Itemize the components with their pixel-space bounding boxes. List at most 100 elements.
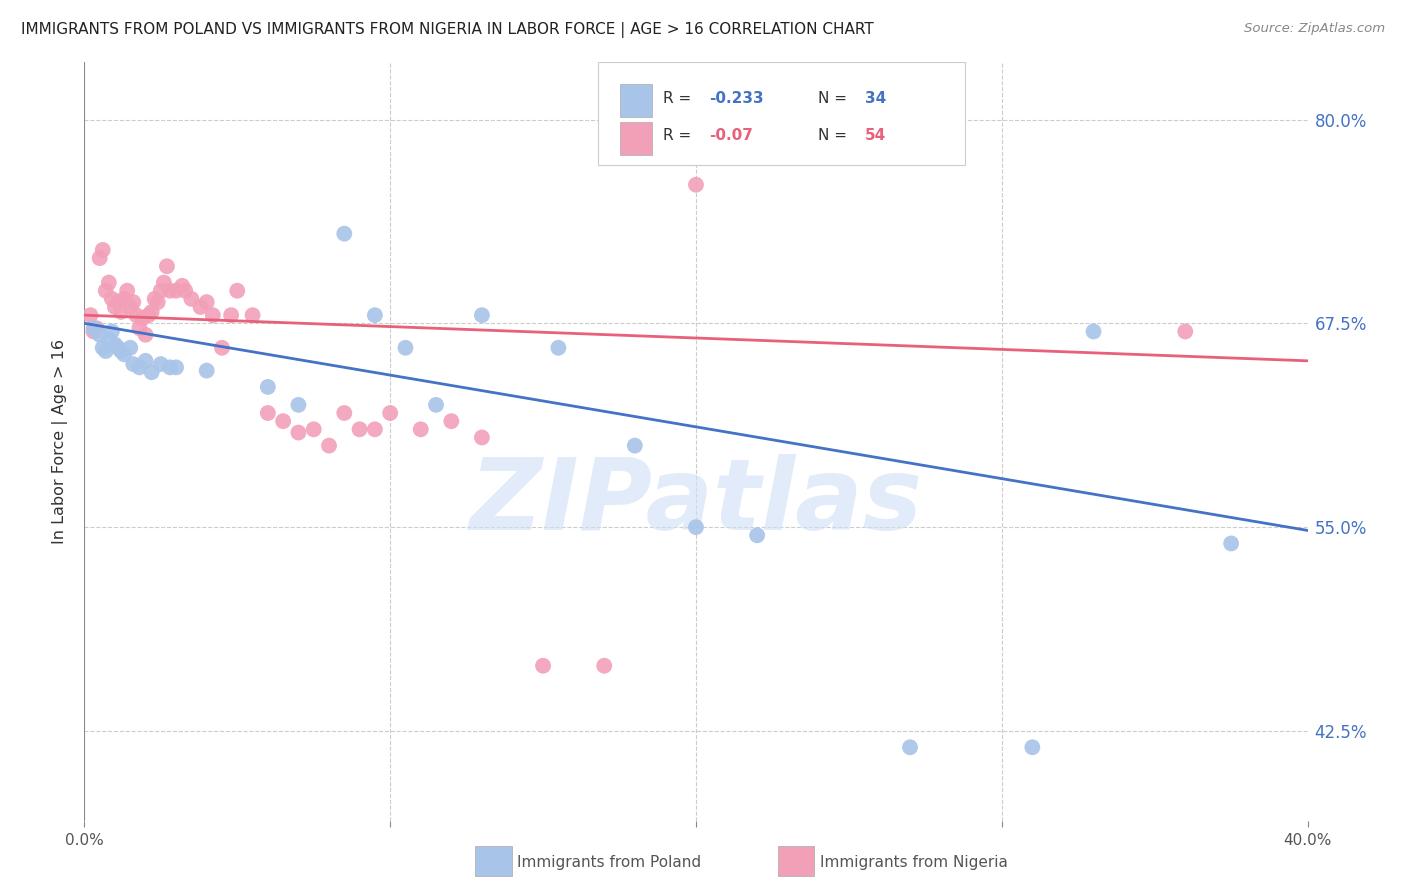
Text: N =: N = xyxy=(818,91,852,105)
Text: IMMIGRANTS FROM POLAND VS IMMIGRANTS FROM NIGERIA IN LABOR FORCE | AGE > 16 CORR: IMMIGRANTS FROM POLAND VS IMMIGRANTS FRO… xyxy=(21,22,875,38)
Point xyxy=(94,344,117,359)
Point xyxy=(624,439,647,453)
Text: Immigrants from Nigeria: Immigrants from Nigeria xyxy=(820,855,1008,870)
Point xyxy=(128,321,150,335)
Point xyxy=(257,406,280,420)
Text: Source: ZipAtlas.com: Source: ZipAtlas.com xyxy=(1244,22,1385,36)
Point xyxy=(131,311,153,326)
Point xyxy=(287,398,309,412)
Point xyxy=(174,284,197,298)
Text: Immigrants from Poland: Immigrants from Poland xyxy=(517,855,702,870)
Point xyxy=(302,422,325,436)
Point xyxy=(425,398,447,412)
Point xyxy=(318,439,340,453)
Point xyxy=(165,284,187,298)
Point xyxy=(128,360,150,375)
Point xyxy=(380,406,402,420)
Point xyxy=(333,227,356,241)
Point xyxy=(159,284,181,298)
Point xyxy=(135,354,157,368)
Point xyxy=(1220,536,1243,550)
Point xyxy=(747,528,769,542)
Point xyxy=(471,308,494,322)
FancyBboxPatch shape xyxy=(620,121,652,155)
Point xyxy=(394,341,416,355)
Point xyxy=(685,520,707,534)
Point xyxy=(242,308,264,322)
Text: R =: R = xyxy=(664,128,696,144)
Point xyxy=(97,276,120,290)
Point xyxy=(349,422,371,436)
Point xyxy=(86,321,108,335)
Point xyxy=(364,308,387,322)
Point xyxy=(89,327,111,342)
Point xyxy=(1021,740,1043,755)
Point xyxy=(201,308,224,322)
Point xyxy=(195,363,218,377)
Point xyxy=(156,259,179,273)
Text: -0.07: -0.07 xyxy=(710,128,754,144)
Point xyxy=(271,414,294,428)
Point xyxy=(91,341,114,355)
Point xyxy=(110,305,132,319)
Point xyxy=(219,308,242,322)
Point xyxy=(91,243,114,257)
Text: N =: N = xyxy=(818,128,852,144)
Point xyxy=(122,295,145,310)
Point xyxy=(153,276,176,290)
Text: R =: R = xyxy=(664,91,696,105)
Point xyxy=(547,341,569,355)
Point xyxy=(104,300,127,314)
Point xyxy=(159,360,181,375)
Text: 54: 54 xyxy=(865,128,886,144)
Point xyxy=(83,325,105,339)
Point xyxy=(1083,325,1105,339)
Point xyxy=(211,341,233,355)
Point xyxy=(898,740,921,755)
FancyBboxPatch shape xyxy=(620,84,652,117)
Point xyxy=(593,658,616,673)
Point xyxy=(1174,325,1197,339)
Y-axis label: In Labor Force | Age > 16: In Labor Force | Age > 16 xyxy=(52,339,69,544)
Point xyxy=(195,295,218,310)
Point xyxy=(531,658,554,673)
Point xyxy=(107,341,129,355)
Point xyxy=(120,341,142,355)
Point xyxy=(83,321,105,335)
Point xyxy=(409,422,432,436)
Point xyxy=(107,295,129,310)
Text: 34: 34 xyxy=(865,91,886,105)
Point xyxy=(138,308,160,322)
Point xyxy=(104,337,127,351)
Point xyxy=(89,251,111,265)
Point xyxy=(180,292,202,306)
Point xyxy=(149,284,172,298)
Point xyxy=(226,284,249,298)
Point xyxy=(101,292,124,306)
FancyBboxPatch shape xyxy=(598,62,965,165)
Point xyxy=(112,347,135,361)
Point xyxy=(94,284,117,298)
Point xyxy=(122,357,145,371)
Point xyxy=(79,308,101,322)
Point xyxy=(364,422,387,436)
Point xyxy=(141,305,163,319)
Point xyxy=(146,295,169,310)
Point xyxy=(149,357,172,371)
Point xyxy=(115,284,138,298)
Point xyxy=(120,300,142,314)
Point xyxy=(125,308,148,322)
Point xyxy=(257,380,280,394)
Point xyxy=(112,292,135,306)
Text: ZIPatlas: ZIPatlas xyxy=(470,454,922,550)
Point xyxy=(101,325,124,339)
Point xyxy=(110,344,132,359)
Point xyxy=(440,414,463,428)
Point xyxy=(143,292,166,306)
Point xyxy=(471,430,494,444)
Point xyxy=(333,406,356,420)
Point xyxy=(685,178,707,192)
Point xyxy=(135,327,157,342)
Text: -0.233: -0.233 xyxy=(710,91,763,105)
Point xyxy=(165,360,187,375)
